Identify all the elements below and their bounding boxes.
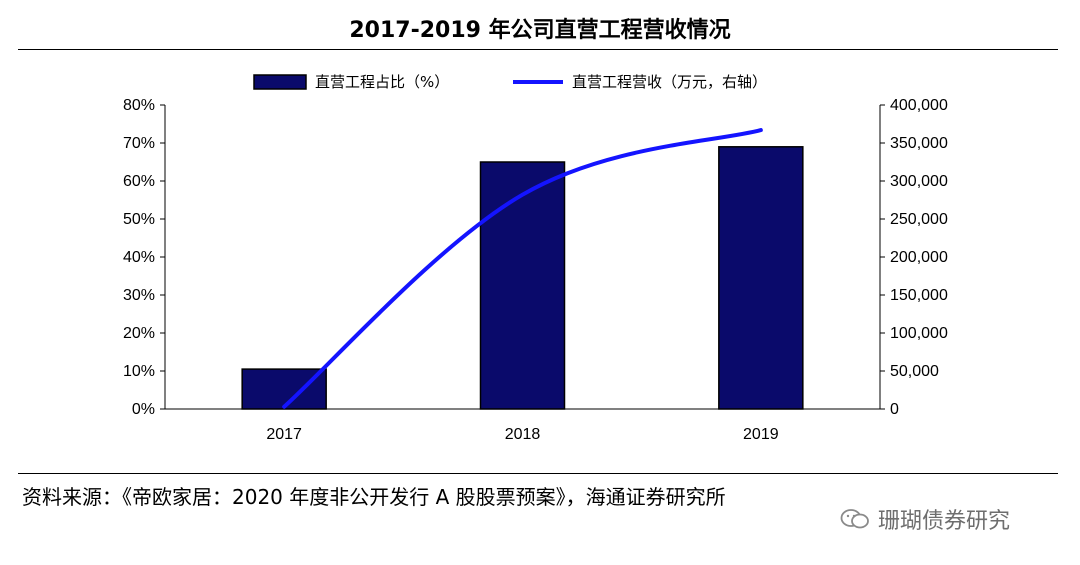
left-tick-label: 50% — [123, 211, 155, 228]
right-tick-label: 50,000 — [890, 363, 939, 380]
x-tick-label: 2017 — [266, 426, 302, 443]
right-tick-label: 0 — [890, 401, 899, 418]
left-tick-label: 0% — [132, 401, 155, 418]
title-rule — [18, 49, 1058, 50]
legend-line-label: 直营工程营收（万元，右轴） — [572, 73, 767, 91]
right-tick-label: 400,000 — [890, 97, 948, 114]
watermark-text: 珊瑚债券研究 — [878, 509, 1011, 534]
bar — [241, 368, 327, 410]
chart-area: 直营工程占比（%） 直营工程营收（万元，右轴） 0% 10% 20% 30% 40% 50%… — [123, 73, 948, 443]
legend-bar-swatch — [253, 74, 307, 90]
left-tick-label: 10% — [123, 363, 155, 380]
wechat-icon — [840, 509, 869, 529]
source-rule — [18, 473, 1058, 474]
watermark: 珊瑚债券研究 — [840, 503, 1010, 535]
line-series — [282, 128, 763, 409]
bar — [479, 161, 566, 410]
left-tick-label: 80% — [123, 97, 155, 114]
bar — [718, 146, 804, 410]
source-note: 资料来源：《帝欧家居：2020 年度非公开发行 A 股股票预案》，海通证券研究所 — [22, 485, 726, 509]
right-tick-label: 100,000 — [890, 325, 948, 342]
x-tick-label: 2019 — [743, 426, 779, 443]
chart-title: 2017-2019 年公司直营工程营收情况 — [349, 18, 731, 43]
left-tick-label: 20% — [123, 325, 155, 342]
chart-axes: 0% 10% 20% 30% 40% 50% 60% 70% 80% 0 50,000 100,000… — [123, 97, 948, 443]
chart-legend: 直营工程占比（%） 直营工程营收（万元，右轴） — [253, 73, 767, 91]
legend-bar-label: 直营工程占比（%） — [315, 73, 449, 91]
right-tick-label: 300,000 — [890, 173, 948, 190]
revenue-line — [282, 128, 763, 409]
right-tick-label: 350,000 — [890, 135, 948, 152]
left-tick-label: 70% — [123, 135, 155, 152]
left-tick-label: 30% — [123, 287, 155, 304]
left-tick-label: 60% — [123, 173, 155, 190]
right-tick-label: 150,000 — [890, 287, 948, 304]
right-tick-label: 250,000 — [890, 211, 948, 228]
left-tick-label: 40% — [123, 249, 155, 266]
x-tick-label: 2018 — [505, 426, 541, 443]
right-tick-label: 200,000 — [890, 249, 948, 266]
bar-series — [241, 146, 804, 410]
